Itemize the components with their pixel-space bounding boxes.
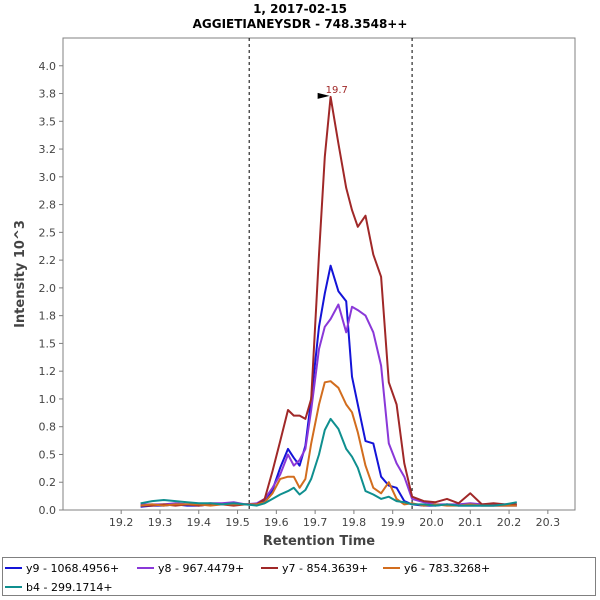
- x-tick-label: 20.1: [458, 516, 483, 529]
- y-tick-label: 2.0: [39, 282, 57, 295]
- y-tick-label: 4.0: [39, 60, 57, 73]
- x-tick-label: 19.4: [187, 516, 212, 529]
- legend-label-y9: y9 - 1068.4956+: [26, 561, 120, 575]
- legend: y9 - 1068.4956+ y8 - 967.4479+ y7 - 854.…: [2, 557, 596, 596]
- x-tick-label: 19.2: [109, 516, 134, 529]
- x-tick-label: 19.9: [380, 516, 405, 529]
- plot-area: [62, 37, 576, 511]
- y-axis-title: Intensity 10^3: [13, 220, 28, 328]
- legend-swatch-b4: [5, 586, 22, 588]
- y-tick-label: 3.0: [39, 171, 57, 184]
- y-tick-label: 3.2: [39, 143, 57, 156]
- y-tick-label: 1.8: [39, 310, 57, 323]
- y-tick-label: 2.2: [39, 254, 57, 267]
- y-tick-label: 2.5: [39, 226, 57, 239]
- legend-swatch-y6: [383, 567, 400, 569]
- y-tick-label: 2.8: [39, 199, 57, 212]
- y-tick-label: 0.5: [39, 448, 57, 461]
- y-tick-label: 0.8: [39, 421, 57, 434]
- legend-label-y7: y7 - 854.3639+: [282, 561, 369, 575]
- chart-title: 1, 2017-02-15: [253, 2, 347, 16]
- y-tick-label: 3.8: [39, 88, 57, 101]
- x-tick-label: 20.2: [497, 516, 522, 529]
- x-tick-label: 19.7: [303, 516, 328, 529]
- x-tick-label: 19.8: [342, 516, 367, 529]
- y-tick-label: 0.2: [39, 476, 57, 489]
- legend-label-y8: y8 - 967.4479+: [158, 561, 245, 575]
- legend-swatch-y8: [137, 567, 154, 569]
- legend-label-b4: b4 - 299.1714+: [26, 580, 113, 594]
- y-tick-label: 0.0: [39, 504, 57, 517]
- legend-label-y6: y6 - 783.3268+: [404, 561, 491, 575]
- x-axis-title: Retention Time: [263, 534, 375, 549]
- chart-subtitle: AGGIETIANEYSDR - 748.3548++: [192, 17, 408, 31]
- legend-item-y7: y7 - 854.3639+: [261, 560, 368, 576]
- x-tick-label: 20.3: [536, 516, 561, 529]
- peak-label: 19.7: [326, 85, 348, 96]
- legend-item-b4: b4 - 299.1714+: [5, 579, 113, 595]
- legend-swatch-y9: [5, 567, 22, 569]
- x-tick-label: 19.3: [148, 516, 173, 529]
- x-tick-label: 19.6: [264, 516, 289, 529]
- peak-marker-icon: [317, 92, 330, 99]
- series-line-b4: [140, 417, 517, 507]
- y-tick-label: 1.0: [39, 393, 57, 406]
- legend-swatch-y7: [261, 567, 278, 569]
- y-tick-label: 1.2: [39, 365, 57, 378]
- legend-item-y9: y9 - 1068.4956+: [5, 560, 119, 576]
- legend-item-y6: y6 - 783.3268+: [383, 560, 490, 576]
- chromatogram-chart: 0.0 0.2 0.5 0.8 1.0 1.2 1.5 1.8 2.0 2.2 2.5 2.8 3.0 3…: [13, 37, 576, 549]
- y-tick-label: 3.5: [39, 115, 57, 128]
- legend-item-y8: y8 - 967.4479+: [137, 560, 244, 576]
- y-tick-label: 1.5: [39, 337, 57, 350]
- x-tick-label: 20.0: [419, 516, 444, 529]
- x-tick-label: 19.5: [225, 516, 250, 529]
